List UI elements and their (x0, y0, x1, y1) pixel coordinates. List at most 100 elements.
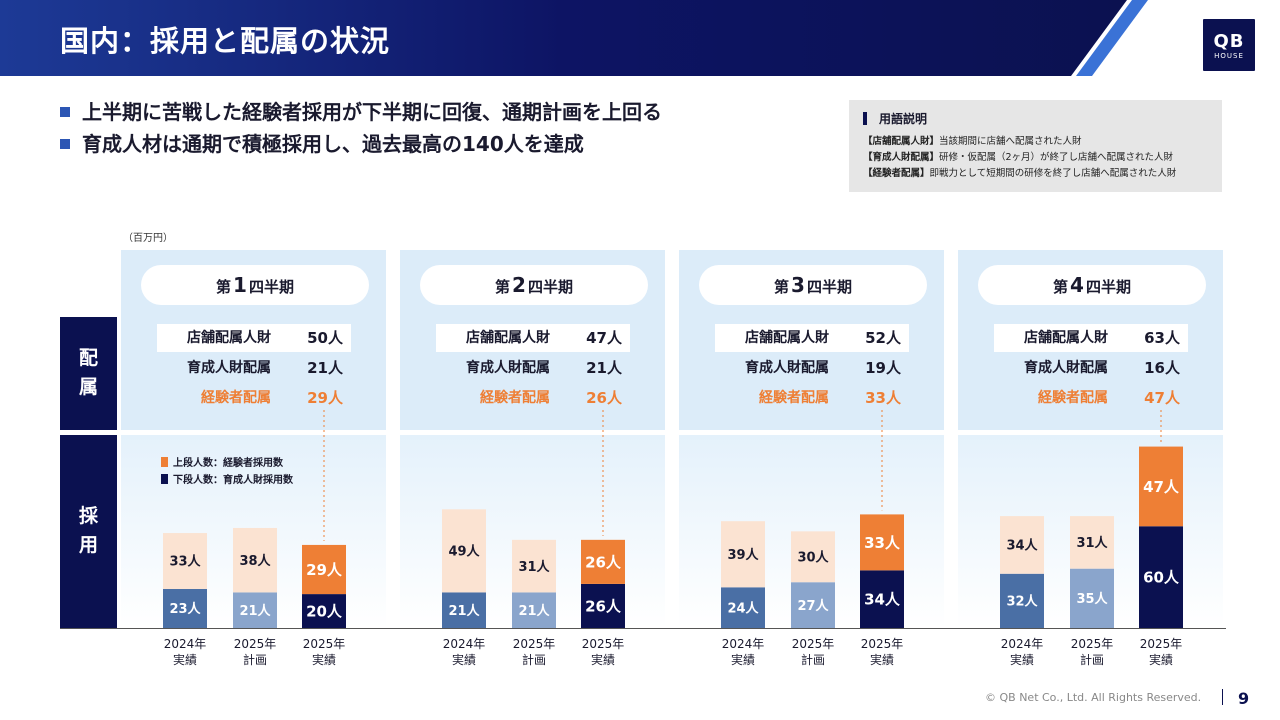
bar-upper-label: 49人 (448, 544, 480, 560)
stat-value: 33人 (865, 389, 901, 407)
glossary-desc: 即戦力として短期間の研修を終了し店舗へ配属された人財 (929, 168, 1177, 179)
bar-upper-label: 26人 (585, 553, 622, 571)
quarter-number: 3 (791, 273, 805, 297)
stat-label: 育成人財配属 (1024, 360, 1108, 376)
x-tick-label: 2024年 (722, 637, 765, 651)
stat-label: 店舗配属人財 (187, 330, 271, 346)
bar-lower-label: 60人 (1143, 569, 1180, 587)
bullet-square-icon (60, 139, 70, 149)
quarter-suffix: 四半期 (527, 278, 573, 296)
stat-label: 経験者配属 (1038, 390, 1108, 406)
page-title: 国内：採用と配属の状況 (60, 24, 391, 58)
quarter-number: 2 (512, 273, 526, 297)
bullet-text: 上半期に苦戦した経験者採用が下半期に回復、通期計画を上回る (82, 100, 662, 124)
experienced-assignment-row: 経験者配属 29人 (157, 384, 351, 412)
glossary-item: 【店舗配属人財】当該期間に店舗へ配属された人財 (863, 134, 1208, 150)
chart-baseline (60, 628, 1226, 629)
x-tick-label: 2024年 (1001, 637, 1044, 651)
bar-lower-segment (791, 582, 835, 628)
quarter-suffix: 四半期 (1085, 278, 1131, 296)
x-tick-label: 2025年 (861, 637, 904, 651)
bar-upper-segment (791, 531, 835, 583)
glossary-heading-text: 用語説明 (879, 112, 928, 126)
bar-upper-label: 31人 (1076, 535, 1108, 551)
glossary-item: 【育成人財配属】研修・仮配属（2ヶ月）が終了し店舗へ配属された人財 (863, 150, 1208, 166)
stat-value: 26人 (586, 389, 622, 407)
bar-upper-label: 47人 (1143, 478, 1180, 496)
bar-upper-label: 29人 (306, 561, 343, 579)
store-assignment-row: 店舗配属人財 52人 (715, 324, 909, 352)
logo-main-text: QB (1213, 31, 1245, 52)
bar-lower-label: 26人 (585, 597, 622, 615)
bar-lower-segment (512, 592, 556, 628)
experienced-assignment-row: 経験者配属 26人 (436, 384, 630, 412)
quarter-prefix: 第 (774, 278, 790, 296)
glossary-desc: 当該期間に店舗へ配属された人財 (939, 136, 1082, 147)
stat-value: 52人 (865, 329, 901, 347)
bar-upper-segment (1139, 446, 1183, 527)
x-tick-label: 実績 (312, 652, 336, 667)
header-bar: 国内：採用と配属の状況 QB HOUSE (0, 0, 1280, 76)
stat-value: 16人 (1144, 359, 1180, 377)
x-tick-label: 2024年 (443, 637, 486, 651)
bar-lower-label: 21人 (518, 603, 550, 619)
logo-sub-text: HOUSE (1214, 52, 1244, 60)
trainee-assignment-row: 育成人財配属 16人 (994, 354, 1188, 382)
bar-lower-segment (1070, 568, 1114, 628)
x-tick-label: 計画 (243, 652, 267, 667)
bar-lower-label: 23人 (169, 601, 201, 617)
bar-lower-segment (1000, 573, 1044, 628)
x-tick-label: 実績 (1149, 652, 1173, 667)
quarter-prefix: 第 (216, 278, 232, 296)
experienced-assignment-row: 経験者配属 47人 (994, 384, 1188, 412)
side-label-char: 用 (78, 534, 98, 556)
bullet-text: 育成人材は通期で積極採用し、過去最高の140人を達成 (82, 132, 584, 156)
side-label-char: 配 (78, 347, 98, 369)
bar-lower-label: 21人 (448, 603, 480, 619)
stat-value: 47人 (586, 329, 622, 347)
x-tick-label: 2024年 (164, 637, 207, 651)
bar-upper-label: 33人 (169, 554, 201, 570)
stat-label: 経験者配属 (201, 390, 271, 406)
bar-upper-segment (442, 509, 486, 593)
quarter-title: 第 1 四半期 (141, 265, 369, 305)
bar-lower-label: 35人 (1076, 591, 1108, 607)
bar-upper-segment (163, 533, 207, 590)
quarter-title: 第 2 四半期 (420, 265, 648, 305)
bullet-item: 上半期に苦戦した経験者採用が下半期に回復、通期計画を上回る (60, 96, 662, 128)
stat-label: 育成人財配属 (745, 360, 829, 376)
bar-lower-label: 20人 (306, 602, 343, 620)
x-tick-label: 2025年 (513, 637, 556, 651)
glossary-box: 用語説明 【店舗配属人財】当該期間に店舗へ配属された人財 【育成人財配属】研修・… (849, 100, 1222, 192)
stat-label: 育成人財配属 (187, 360, 271, 376)
qb-house-logo: QB HOUSE (1201, 17, 1257, 73)
legend-swatch-upper (161, 457, 168, 467)
bar-upper-label: 38人 (239, 553, 271, 569)
trainee-assignment-row: 育成人財配属 21人 (436, 354, 630, 382)
quarter-suffix: 四半期 (806, 278, 852, 296)
key-points: 上半期に苦戦した経験者採用が下半期に回復、通期計画を上回る 育成人材は通期で積極… (60, 96, 662, 160)
bar-lower-segment (1139, 526, 1183, 628)
bar-upper-segment (302, 544, 346, 595)
experienced-assignment-row: 経験者配属 33人 (715, 384, 909, 412)
bar-upper-segment (860, 514, 904, 571)
unit-label: （百万円） (123, 233, 173, 244)
store-assignment-row: 店舗配属人財 50人 (157, 324, 351, 352)
x-tick-label: 実績 (870, 652, 894, 667)
x-tick-label: 2025年 (792, 637, 835, 651)
bar-lower-label: 24人 (727, 600, 759, 616)
stat-value: 47人 (1144, 389, 1180, 407)
side-label-char: 採 (78, 505, 98, 527)
stat-value: 63人 (1144, 329, 1180, 347)
glossary-term: 【店舗配属人財】 (863, 136, 940, 147)
bar-upper-label: 30人 (797, 549, 829, 565)
stat-value: 29人 (307, 389, 343, 407)
x-tick-label: 計画 (522, 652, 546, 667)
bar-lower-label: 27人 (797, 598, 829, 614)
quarter-prefix: 第 (495, 278, 511, 296)
x-tick-label: 2025年 (1071, 637, 1114, 651)
glossary-term: 【経験者配属】 (863, 168, 930, 179)
page-number: 9 (1238, 689, 1250, 708)
glossary-term: 【育成人財配属】 (863, 152, 940, 163)
